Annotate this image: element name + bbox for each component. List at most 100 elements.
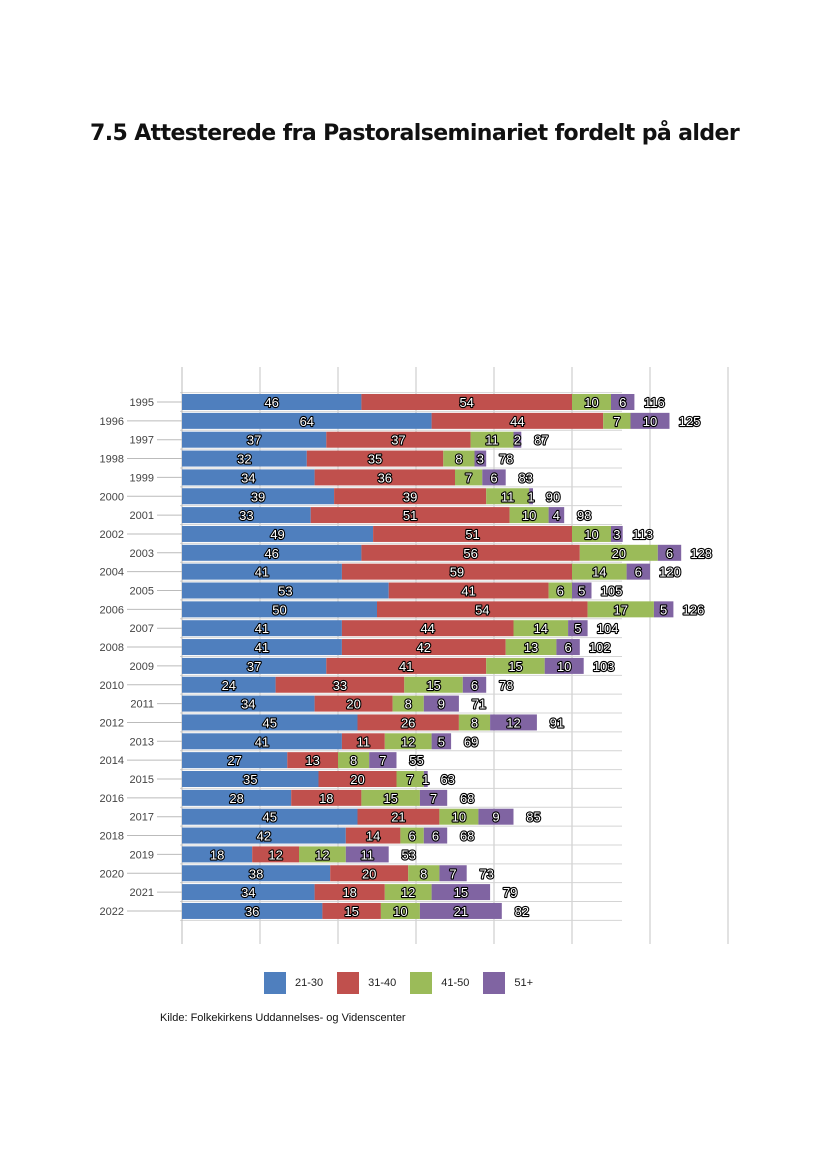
bar-label-51plus-1998: 3 bbox=[477, 452, 484, 467]
bar-label-31-40-2021: 18 bbox=[342, 885, 356, 900]
bar-label-31-40-2009: 41 bbox=[399, 659, 413, 674]
bar-label-21-30-1995: 46 bbox=[264, 395, 278, 410]
bar-label-31-40-2015: 20 bbox=[350, 772, 364, 787]
bar-21-30-1996 bbox=[182, 412, 432, 429]
bar-21-30-2021 bbox=[182, 884, 315, 901]
total-label-2008: 102 bbox=[589, 640, 611, 655]
bar-label-51plus-2006: 5 bbox=[660, 602, 667, 617]
year-label-2004: 2004 bbox=[100, 567, 124, 579]
bar-label-21-30-1999: 34 bbox=[241, 470, 255, 485]
legend-swatch-21-30 bbox=[264, 972, 286, 994]
bar-label-31-40-2001: 51 bbox=[403, 508, 417, 523]
bar-label-51plus-2013: 5 bbox=[438, 734, 445, 749]
year-label-2009: 2009 bbox=[130, 661, 154, 673]
year-label-2018: 2018 bbox=[100, 831, 124, 843]
bar-label-51plus-1995: 6 bbox=[619, 395, 626, 410]
bar-51plus-1995 bbox=[611, 394, 635, 410]
bar-label-31-40-1998: 35 bbox=[368, 452, 382, 467]
bar-21-30-2012 bbox=[182, 714, 358, 731]
bar-label-51plus-2000: 1 bbox=[527, 489, 534, 504]
bar-label-41-50-2018: 6 bbox=[408, 829, 415, 844]
bar-label-21-30-2005: 53 bbox=[278, 584, 292, 599]
total-label-2006: 126 bbox=[683, 602, 705, 617]
total-label-1997: 87 bbox=[534, 433, 548, 448]
bar-31-40-1998 bbox=[306, 450, 444, 467]
bar-label-51plus-2001: 4 bbox=[553, 508, 560, 523]
bar-label-31-40-2007: 44 bbox=[420, 621, 434, 636]
bar-label-41-50-2013: 12 bbox=[401, 734, 415, 749]
bar-label-21-30-1996: 64 bbox=[300, 414, 314, 429]
bar-21-30-2000 bbox=[182, 488, 335, 505]
bar-41-50-2016 bbox=[361, 789, 420, 806]
bar-label-31-40-2017: 21 bbox=[391, 810, 405, 825]
total-label-2003: 128 bbox=[690, 546, 712, 561]
bar-31-40-2017 bbox=[357, 808, 440, 825]
bar-label-51plus-2010: 6 bbox=[471, 678, 478, 693]
page-title: 7.5 Attesterede fra Pastoralseminariet f… bbox=[90, 121, 740, 146]
bar-label-21-30-2001: 33 bbox=[239, 508, 253, 523]
bar-41-50-2022 bbox=[380, 902, 420, 919]
bar-label-21-30-2014: 27 bbox=[227, 753, 241, 768]
year-label-2012: 2012 bbox=[100, 717, 124, 729]
total-label-2019: 53 bbox=[401, 847, 415, 862]
year-label-1995: 1995 bbox=[130, 397, 154, 409]
bar-label-31-40-2008: 42 bbox=[417, 640, 431, 655]
legend-item-51plus: 51+ bbox=[483, 972, 533, 994]
bar-51plus-2007 bbox=[568, 620, 588, 637]
bar-51plus-2012 bbox=[490, 714, 537, 731]
bar-label-21-30-2018: 42 bbox=[257, 829, 271, 844]
bar-label-41-50-2002: 10 bbox=[584, 527, 598, 542]
bar-31-40-2016 bbox=[291, 789, 362, 806]
bar-label-41-50-2015: 7 bbox=[407, 772, 414, 787]
bar-31-40-2009 bbox=[326, 657, 487, 674]
bar-label-41-50-2004: 14 bbox=[592, 565, 606, 580]
bar-label-31-40-2013: 11 bbox=[357, 734, 371, 749]
total-label-2002: 113 bbox=[632, 527, 653, 542]
bar-51plus-2003 bbox=[657, 544, 682, 561]
bar-label-51plus-2018: 6 bbox=[432, 829, 439, 844]
total-label-2001: 98 bbox=[577, 508, 591, 523]
bar-label-41-50-2012: 8 bbox=[471, 715, 478, 730]
year-label-2003: 2003 bbox=[130, 548, 154, 560]
bar-label-41-50-2022: 10 bbox=[393, 904, 407, 919]
bar-label-21-30-2002: 49 bbox=[270, 527, 284, 542]
bar-51plus-2016 bbox=[419, 789, 448, 806]
total-label-2021: 79 bbox=[503, 885, 517, 900]
bar-51plus-2011 bbox=[423, 695, 459, 712]
bar-label-51plus-2002: 3 bbox=[613, 527, 620, 542]
bar-label-31-40-2010: 33 bbox=[333, 678, 347, 693]
bar-31-40-2012 bbox=[357, 714, 459, 731]
total-label-2015: 63 bbox=[440, 772, 454, 787]
year-label-2001: 2001 bbox=[130, 510, 154, 522]
bar-label-51plus-2012: 12 bbox=[506, 715, 520, 730]
bar-label-41-50-2007: 14 bbox=[534, 621, 548, 636]
bar-51plus-2001 bbox=[548, 507, 565, 524]
bar-31-40-1996 bbox=[431, 412, 604, 429]
bar-41-50-2011 bbox=[392, 695, 424, 712]
bar-21-30-2013 bbox=[182, 733, 342, 750]
bar-label-31-40-2003: 56 bbox=[463, 546, 477, 561]
bar-41-50-2009 bbox=[486, 657, 545, 674]
bar-label-41-50-2011: 8 bbox=[405, 697, 412, 712]
bar-label-31-40-2022: 15 bbox=[344, 904, 358, 919]
bar-51plus-2013 bbox=[431, 733, 452, 750]
bar-21-30-2020 bbox=[182, 865, 331, 882]
year-label-2014: 2014 bbox=[100, 755, 124, 767]
bar-31-40-2004 bbox=[341, 563, 572, 580]
bar-21-30-2006 bbox=[182, 601, 377, 618]
total-label-2009: 103 bbox=[593, 659, 615, 674]
bar-label-21-30-2012: 45 bbox=[263, 715, 277, 730]
bar-51plus-2020 bbox=[439, 865, 467, 882]
bar-label-21-30-2010: 24 bbox=[222, 678, 236, 693]
bar-label-31-40-2012: 26 bbox=[401, 715, 415, 730]
bar-label-31-40-2014: 13 bbox=[305, 753, 319, 768]
bar-label-31-40-1997: 37 bbox=[391, 433, 405, 448]
bar-51plus-1998 bbox=[474, 450, 487, 467]
bar-label-21-30-1997: 37 bbox=[247, 433, 261, 448]
bar-21-30-2002 bbox=[182, 525, 374, 542]
bar-label-21-30-2015: 35 bbox=[243, 772, 257, 787]
total-label-2013: 69 bbox=[464, 734, 478, 749]
bar-label-51plus-2021: 15 bbox=[454, 885, 468, 900]
bar-label-21-30-2004: 41 bbox=[255, 565, 269, 580]
year-label-1999: 1999 bbox=[130, 472, 154, 484]
